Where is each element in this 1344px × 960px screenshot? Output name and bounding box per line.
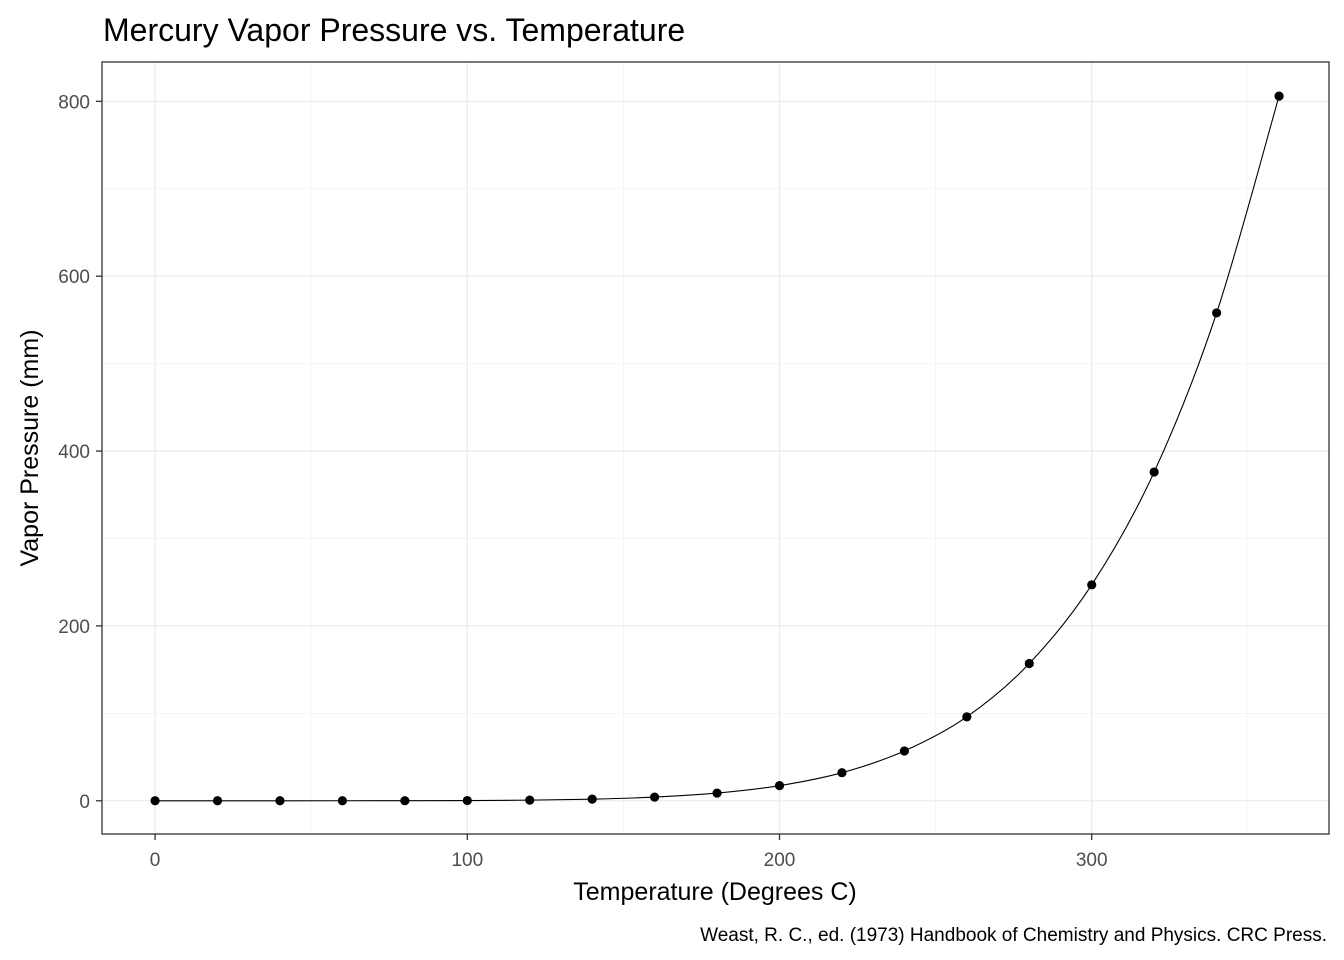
series-points — [150, 91, 1284, 806]
data-point — [587, 794, 597, 804]
x-tick-label: 0 — [150, 850, 161, 871]
x-tick-label: 100 — [451, 850, 483, 871]
data-point — [837, 768, 847, 778]
y-tick-label: 400 — [58, 442, 90, 463]
data-point — [400, 796, 410, 806]
y-tick-label: 600 — [58, 267, 90, 288]
x-tick-label: 200 — [764, 850, 796, 871]
data-point — [462, 795, 472, 806]
data-point — [337, 796, 348, 806]
series-curve — [155, 95, 1280, 802]
y-tick-label: 0 — [79, 792, 90, 813]
data-point — [1274, 91, 1284, 101]
y-tick-label: 800 — [58, 92, 90, 113]
plot-panel-border — [101, 61, 1330, 835]
data-point — [650, 792, 660, 802]
major-gridlines — [102, 62, 1329, 834]
data-point — [1024, 658, 1034, 669]
minor-gridlines — [102, 62, 1329, 834]
x-tick-label: 300 — [1076, 850, 1108, 871]
x-axis-title: Temperature (Degrees C) — [573, 878, 856, 906]
data-point — [1087, 580, 1097, 590]
data-point — [212, 796, 223, 806]
y-tick-label: 200 — [58, 617, 90, 638]
y-axis-title: Vapor Pressure (mm) — [16, 329, 44, 566]
data-point — [525, 795, 535, 805]
chart-title: Mercury Vapor Pressure vs. Temperature — [103, 12, 685, 48]
data-point — [712, 788, 722, 798]
data-point — [275, 796, 285, 806]
chart-caption: Weast, R. C., ed. (1973) Handbook of Che… — [700, 925, 1327, 946]
x-axis-ticks: 0 100 200 300 — [150, 834, 1108, 871]
data-point — [1149, 467, 1159, 477]
y-axis-ticks: 0 200 400 600 800 — [58, 92, 102, 813]
data-point — [899, 746, 909, 756]
data-point — [774, 781, 785, 791]
data-point — [150, 796, 160, 806]
data-point — [1212, 308, 1222, 318]
smooth-line — [155, 95, 1280, 802]
data-point — [962, 712, 972, 722]
